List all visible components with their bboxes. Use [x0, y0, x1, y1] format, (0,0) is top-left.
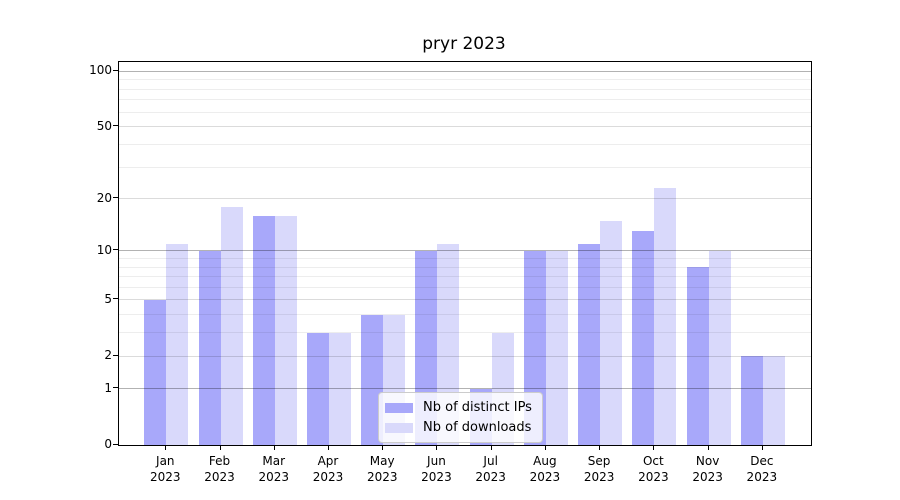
x-tick-mark-may — [382, 446, 384, 450]
x-tick-mark-apr — [327, 446, 329, 450]
bar-distinct-ips-sep — [578, 243, 601, 445]
x-tick-label-mar: Mar 2023 — [258, 454, 290, 484]
y-tick-label-20: 20 — [96, 190, 112, 205]
bar-distinct-ips-oct — [632, 231, 655, 445]
y-tick-mark-20 — [113, 197, 118, 199]
bar-distinct-ips-may — [361, 314, 384, 445]
x-tick-mark-mar — [273, 446, 275, 450]
x-tick-mark-jul — [490, 446, 492, 450]
x-tick-label-apr: Apr 2023 — [312, 454, 344, 484]
bar-downloads-aug — [545, 250, 568, 445]
x-tick-label-jul: Jul 2023 — [475, 454, 506, 484]
bar-downloads-feb — [220, 206, 243, 445]
y-tick-mark-0 — [113, 443, 118, 445]
legend-item-distinct-ips: Nb of distinct IPs — [385, 400, 532, 415]
x-tick-label-jun: Jun 2023 — [421, 454, 452, 484]
x-tick-label-may: May 2023 — [366, 454, 398, 484]
y-tick-mark-5 — [113, 298, 118, 300]
y-tick-mark-10 — [113, 249, 118, 251]
x-tick-mark-jun — [436, 446, 438, 450]
y-tick-label-5: 5 — [104, 291, 112, 306]
y-tick-label-1: 1 — [104, 380, 112, 395]
bar-distinct-ips-dec — [740, 356, 763, 445]
bar-downloads-mar — [274, 215, 297, 445]
y-tick-label-10: 10 — [96, 242, 112, 257]
y-tick-mark-2 — [113, 354, 118, 356]
x-tick-label-dec: Dec 2023 — [746, 454, 778, 484]
x-tick-mark-dec — [761, 446, 763, 450]
bar-downloads-dec — [762, 356, 785, 445]
x-tick-mark-aug — [544, 446, 546, 450]
x-tick-label-sep: Sep 2023 — [583, 454, 615, 484]
legend-label-distinct-ips: Nb of distinct IPs — [423, 400, 532, 415]
bar-downloads-apr — [328, 332, 351, 445]
bar-downloads-sep — [600, 220, 623, 445]
y-tick-label-2: 2 — [104, 348, 112, 363]
x-tick-label-nov: Nov 2023 — [692, 454, 723, 484]
bar-downloads-oct — [654, 187, 677, 445]
x-tick-mark-nov — [707, 446, 709, 450]
x-tick-label-jan: Jan 2023 — [150, 454, 181, 484]
y-tick-mark-100 — [113, 69, 118, 71]
y-axis-tick-labels: 100 50 20 10 5 2 1 0 — [58, 61, 112, 451]
x-tick-mark-feb — [219, 446, 221, 450]
legend-swatch-downloads — [385, 422, 413, 433]
bar-distinct-ips-jan — [144, 300, 167, 445]
chart-title: pryr 2023 — [422, 34, 506, 54]
x-axis: Jan 2023 Feb 2023 Mar 2023 Apr 2023 May 2023 Jun 20… — [118, 445, 810, 495]
x-tick-mark-jan — [165, 446, 167, 450]
y-tick-mark-50 — [113, 125, 118, 127]
bar-distinct-ips-nov — [686, 267, 709, 445]
bars-layer — [119, 62, 811, 445]
x-tick-label-aug: Aug 2023 — [529, 454, 561, 484]
y-tick-label-0: 0 — [104, 437, 112, 451]
bar-distinct-ips-feb — [198, 250, 221, 445]
x-tick-label-oct: Oct 2023 — [638, 454, 669, 484]
x-tick-mark-oct — [653, 446, 655, 450]
y-axis-tick-marks — [113, 61, 118, 445]
legend-label-downloads: Nb of downloads — [423, 420, 532, 435]
y-tick-mark-1 — [113, 387, 118, 389]
legend-swatch-distinct-ips — [385, 402, 413, 413]
bar-distinct-ips-mar — [252, 215, 275, 445]
y-tick-label-100: 100 — [89, 63, 112, 78]
bar-distinct-ips-apr — [306, 332, 329, 445]
x-tick-label-feb: Feb 2023 — [204, 454, 235, 484]
x-tick-mark-sep — [599, 446, 601, 450]
legend-item-downloads: Nb of downloads — [385, 420, 532, 435]
legend: Nb of distinct IPs Nb of downloads — [378, 392, 543, 443]
y-tick-label-50: 50 — [96, 118, 112, 133]
bar-downloads-jan — [166, 243, 189, 445]
plot-area — [118, 61, 812, 446]
bar-downloads-nov — [708, 250, 731, 445]
